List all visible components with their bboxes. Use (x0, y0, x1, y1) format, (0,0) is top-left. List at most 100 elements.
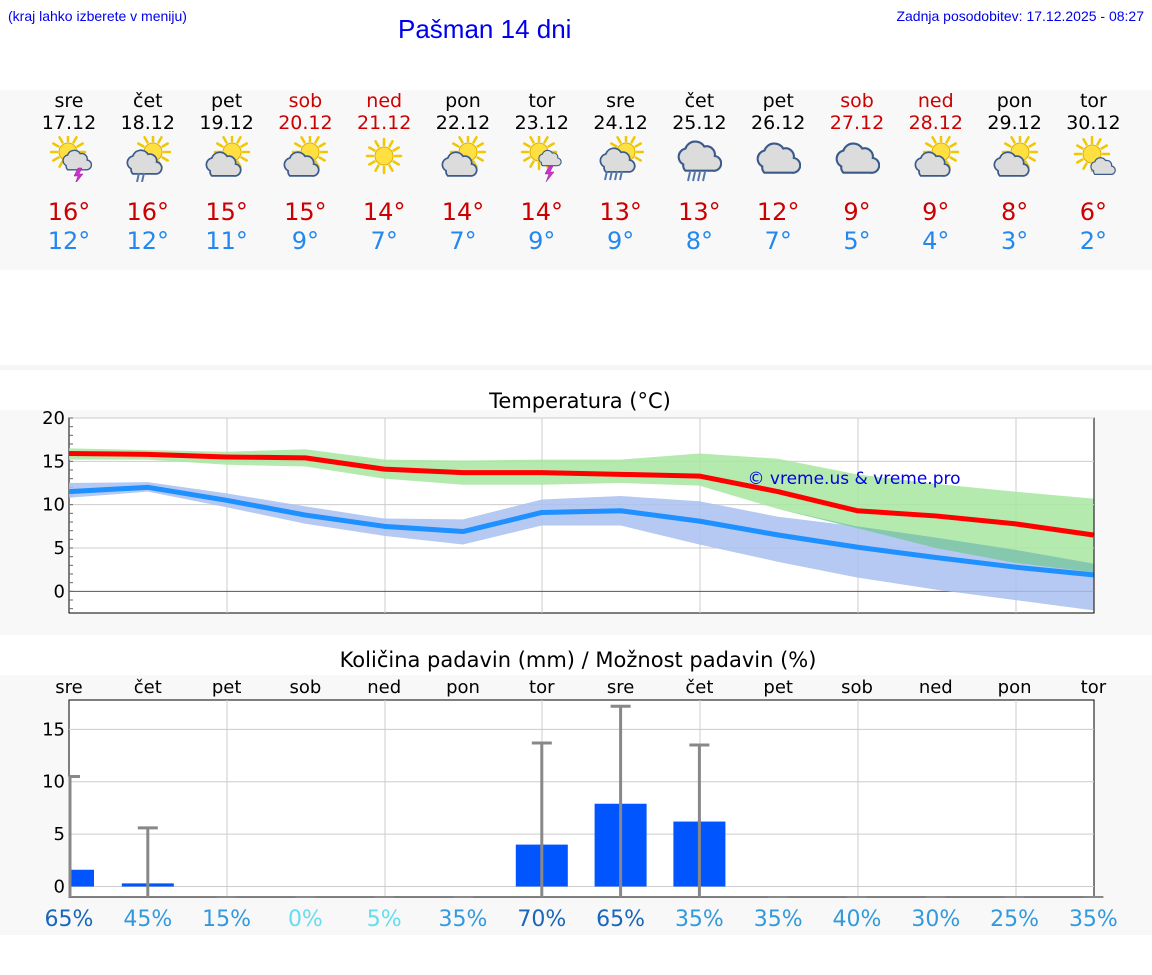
sun-icon (365, 137, 403, 175)
temp-min: 9° (528, 227, 556, 255)
last-update: Zadnja posodobitev: 17.12.2025 - 08:27 (896, 8, 1144, 24)
cloud-shape (283, 151, 320, 177)
day-forecast: sob 27.12 9° 5° (817, 90, 897, 260)
day-name: sob (288, 90, 323, 112)
min-temp-line (68, 484, 1094, 578)
temp-max: 6° (1079, 198, 1108, 226)
cloud-shape (756, 142, 802, 174)
day-label: čet (134, 677, 162, 698)
temp-max: 14° (362, 198, 406, 226)
precip-probability: 65% (596, 907, 645, 932)
day-name: sre (54, 90, 84, 112)
temp-max: 8° (1000, 198, 1029, 226)
precip-probability: 30% (911, 907, 960, 932)
cloud-shape (678, 140, 723, 172)
temp-min: 5° (843, 227, 871, 255)
sun-storm-icon (520, 136, 562, 182)
temp-max: 12° (756, 198, 800, 226)
cloud-shape (993, 151, 1030, 177)
day-forecast: ned 21.12 14° 7° (344, 90, 424, 260)
cloud-shape (126, 149, 163, 175)
temp-min: 9° (291, 227, 320, 255)
day-date: 17.12 (41, 112, 97, 134)
day-label: tor (529, 677, 555, 698)
temp-min: 4° (922, 227, 950, 255)
temp-min: 7° (370, 227, 398, 255)
cloud-shape (1090, 157, 1117, 176)
cloud-shape (441, 151, 478, 177)
precipitation-title: Količina padavin (mm) / Možnost padavin … (340, 648, 817, 672)
day-label: sre (607, 677, 634, 698)
y-tick-label: 10 (42, 495, 65, 516)
max-temp-line (68, 451, 1094, 538)
sun-cloud-icon (283, 136, 329, 177)
day-date: 26.12 (750, 112, 806, 134)
day-name: ned (366, 90, 403, 112)
temp-min: 2° (1079, 227, 1108, 255)
temp-min: 7° (449, 227, 477, 255)
day-date: 30.12 (1066, 112, 1121, 134)
day-name: sre (606, 90, 636, 112)
precip-probability: 35% (439, 907, 488, 932)
precip-probability: 5% (367, 907, 402, 932)
day-name: pet (210, 90, 243, 112)
sun-cloud-icon (441, 136, 486, 177)
forecast-strip: sre 17.12 16° 12° čet 18.12 16° 12° pet 19.12 15° 1… (0, 90, 1152, 270)
day-forecast: pet 19.12 15° 11° (187, 90, 267, 260)
temp-min: 3° (1000, 227, 1029, 255)
day-forecast: čet 18.12 16° 12° (108, 90, 188, 260)
y-tick-label: 20 (42, 408, 65, 429)
day-date: 23.12 (514, 112, 569, 134)
day-date: 28.12 (908, 112, 963, 134)
day-date: 20.12 (278, 112, 333, 134)
day-forecast: pon 22.12 14° 7° (423, 90, 503, 260)
sun-cloud-rain-icon (126, 136, 171, 182)
precip-probability: 35% (754, 907, 803, 932)
sun-cloud-icon (205, 136, 250, 177)
temp-max: 13° (678, 198, 721, 226)
day-label: pet (763, 677, 793, 698)
temp-min: 9° (606, 227, 635, 255)
day-forecast: tor 23.12 14° 9° (502, 90, 582, 260)
sun-cloud-storm-icon (49, 136, 92, 182)
cloud-shape (62, 149, 92, 171)
day-label: čet (685, 677, 713, 698)
day-label: pon (998, 677, 1032, 698)
menu-hint-link[interactable]: (kraj lahko izberete v meniju) (8, 8, 187, 24)
day-label: ned (367, 677, 401, 698)
day-name: sob (840, 90, 874, 112)
page-title: Pašman 14 dni (398, 14, 572, 44)
watermark: © vreme.us & vreme.pro (747, 469, 960, 489)
day-name: pon (996, 90, 1033, 112)
precip-probability: 65% (45, 907, 94, 932)
temp-max: 16° (47, 198, 91, 226)
day-label: sre (55, 677, 82, 698)
precip-probability: 35% (1069, 907, 1118, 932)
cloud-shape (914, 151, 951, 177)
day-forecast: pon 29.12 8° 3° (975, 90, 1055, 260)
y-tick-label: 0 (54, 877, 65, 898)
temp-max: 14° (520, 198, 564, 226)
temp-min: 12° (126, 227, 170, 255)
temp-max: 14° (441, 198, 485, 226)
cloud-icon (756, 142, 802, 174)
y-tick-label: 15 (42, 451, 65, 472)
temp-max: 9° (843, 198, 871, 226)
day-label: sob (289, 677, 321, 698)
day-date: 22.12 (435, 112, 491, 134)
day-date: 27.12 (829, 112, 885, 134)
temp-min: 12° (47, 227, 91, 255)
precip-probability: 35% (675, 907, 724, 932)
day-forecast: sre 24.12 13° 9° (581, 90, 661, 260)
y-tick-label: 15 (42, 719, 65, 740)
day-name: čet (684, 90, 715, 112)
separator (0, 365, 1152, 370)
cloud-shape (835, 142, 880, 174)
temp-max: 15° (205, 198, 248, 226)
y-tick-label: 5 (54, 824, 65, 845)
cloud-icon (835, 142, 880, 174)
day-label: pet (212, 677, 242, 698)
day-forecast: pet 26.12 12° 7° (738, 90, 818, 260)
day-forecast: sob 20.12 15° 9° (265, 90, 345, 260)
temp-max: 9° (922, 198, 950, 226)
